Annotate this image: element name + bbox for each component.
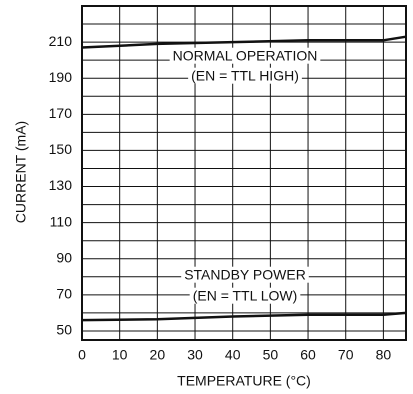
x-tick-label: 20: [150, 347, 166, 363]
y-tick-label: 210: [49, 33, 73, 49]
series-line: [81, 311, 407, 322]
x-tick-label: 60: [300, 347, 316, 363]
annotation-bg: [181, 266, 309, 283]
x-tick-label: 10: [112, 347, 128, 363]
y-tick-label: 90: [56, 249, 72, 265]
y-tick-label: 110: [50, 213, 73, 229]
x-tick-label: 40: [225, 347, 241, 363]
x-tick-label: 80: [376, 347, 392, 363]
y-tick-label: 130: [49, 177, 73, 193]
y-tick-label: 50: [56, 322, 72, 338]
annotation-bg: [189, 287, 301, 304]
y-tick-label: 170: [49, 105, 73, 121]
y-axis-label: CURRENT (mA): [13, 121, 29, 223]
x-tick-label: 30: [187, 347, 203, 363]
y-tick-label: 150: [49, 141, 73, 157]
x-axis-label: TEMPERATURE (°C): [177, 373, 311, 389]
series-line: [81, 35, 407, 49]
annotation: NORMAL OPERATION: [173, 48, 318, 64]
x-tick-label: 50: [263, 347, 279, 363]
annotation-bg: [188, 67, 302, 84]
y-tick-label: 190: [49, 69, 73, 85]
annotation: (EN = TTL HIGH): [191, 68, 299, 84]
annotation: (EN = TTL LOW): [193, 288, 298, 304]
y-tick-label: 70: [56, 286, 72, 302]
plot-frame: [81, 5, 407, 341]
x-tick-label: 70: [338, 347, 354, 363]
annotation-bg: [169, 47, 321, 64]
x-tick-label: 0: [78, 347, 86, 363]
annotation: STANDBY POWER: [184, 267, 306, 283]
